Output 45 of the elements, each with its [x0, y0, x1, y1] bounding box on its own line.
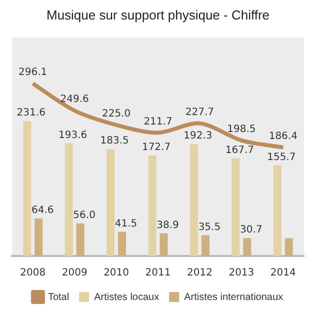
data-label: 227.7 — [185, 106, 214, 118]
bar — [148, 155, 156, 256]
data-label: 38.9 — [156, 220, 179, 231]
bar — [34, 218, 43, 256]
bar — [64, 143, 73, 256]
bar — [160, 233, 168, 256]
x-tick-label: 2010 — [104, 268, 130, 279]
data-label: 211.7 — [144, 116, 172, 128]
data-label: 172.7 — [142, 142, 171, 154]
x-tick-label: 2013 — [228, 268, 254, 279]
bar — [273, 165, 282, 256]
bar — [106, 149, 115, 256]
legend-label: Artistes internationaux — [184, 292, 284, 303]
data-label: 225.0 — [102, 108, 131, 120]
data-label: 167.7 — [225, 144, 254, 156]
data-label: 183.5 — [100, 136, 129, 147]
data-label: 155.7 — [267, 152, 296, 163]
data-label: 186.4 — [268, 131, 298, 142]
bar — [284, 238, 293, 256]
data-label: 231.6 — [16, 108, 46, 119]
chart-title: Musique sur support physique - Chiffre — [46, 7, 270, 22]
legend-label: Total — [48, 292, 70, 303]
data-label: 35.5 — [198, 222, 221, 233]
data-label: 198.5 — [227, 124, 256, 135]
x-tick-label: 2009 — [62, 268, 88, 279]
legend-label: Artistes locaux — [94, 292, 160, 303]
data-label: 41.5 — [114, 218, 138, 230]
bar — [118, 232, 126, 256]
data-label: 193.6 — [58, 130, 88, 141]
data-label: 56.0 — [73, 210, 96, 221]
x-tick-label: 2008 — [20, 268, 46, 279]
bar — [23, 121, 32, 256]
bar — [232, 158, 240, 256]
data-label: 296.1 — [18, 67, 48, 78]
x-tick-label: 2012 — [186, 268, 212, 279]
x-tick-label: 2014 — [270, 268, 296, 279]
data-label: 30.7 — [240, 224, 262, 236]
x-tick-label: 2011 — [145, 268, 171, 279]
data-label: 192.3 — [184, 130, 212, 142]
bar — [201, 235, 210, 256]
data-label: 64.6 — [31, 204, 54, 216]
bar — [76, 223, 84, 256]
data-label: 249.6 — [60, 94, 89, 106]
bar — [243, 238, 252, 256]
bar — [190, 144, 198, 256]
